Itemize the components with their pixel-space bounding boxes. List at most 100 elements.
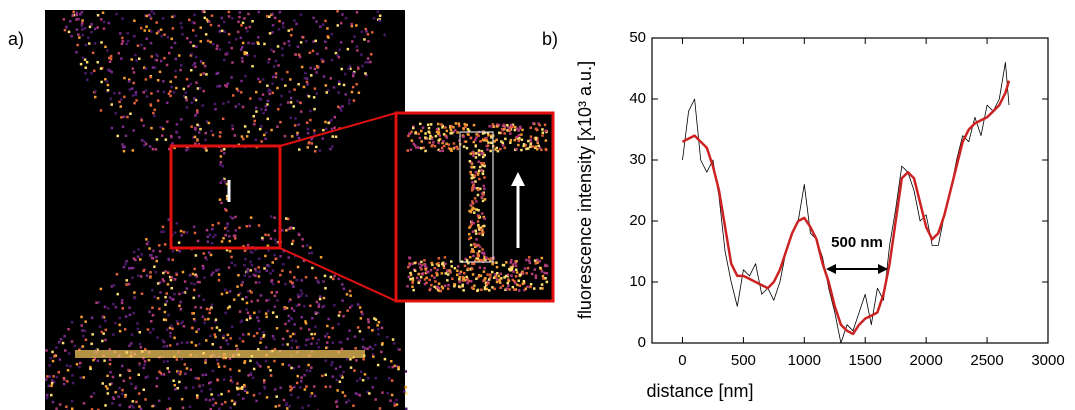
speckle bbox=[225, 85, 228, 88]
speckle bbox=[329, 77, 332, 80]
speckle bbox=[339, 365, 342, 368]
speckle bbox=[480, 288, 483, 291]
speckle bbox=[180, 234, 183, 237]
speckle bbox=[192, 44, 195, 48]
speckle bbox=[112, 302, 115, 306]
speckle bbox=[156, 336, 159, 339]
speckle bbox=[178, 304, 181, 308]
speckle bbox=[331, 326, 334, 330]
speckle bbox=[249, 260, 252, 264]
speckle bbox=[132, 311, 135, 315]
speckle bbox=[325, 127, 328, 131]
speckle bbox=[219, 163, 222, 166]
speckle bbox=[273, 348, 277, 351]
speckle bbox=[270, 128, 273, 132]
speckle bbox=[305, 294, 308, 297]
speckle bbox=[383, 357, 387, 361]
speckle bbox=[363, 347, 367, 350]
speckle bbox=[468, 226, 471, 229]
speckle bbox=[116, 292, 119, 296]
speckle bbox=[254, 138, 258, 142]
speckle bbox=[259, 365, 262, 368]
speckle bbox=[540, 256, 544, 260]
speckle bbox=[406, 149, 409, 152]
speckle bbox=[408, 264, 411, 267]
speckle bbox=[538, 260, 541, 263]
speckle bbox=[64, 349, 67, 352]
speckle bbox=[242, 333, 245, 336]
speckle bbox=[221, 164, 224, 168]
speckle bbox=[245, 301, 249, 305]
speckle bbox=[189, 41, 192, 44]
speckle bbox=[223, 147, 226, 151]
speckle bbox=[124, 328, 127, 331]
speckle bbox=[444, 272, 447, 275]
speckle bbox=[198, 131, 201, 134]
speckle bbox=[215, 269, 218, 272]
speckle bbox=[179, 229, 183, 233]
panel-label: b) bbox=[542, 29, 558, 49]
speckle bbox=[193, 135, 197, 139]
speckle bbox=[289, 270, 292, 274]
speckle bbox=[363, 38, 366, 41]
speckle bbox=[289, 116, 293, 119]
speckle bbox=[355, 11, 359, 14]
speckle bbox=[452, 126, 455, 129]
speckle bbox=[356, 303, 360, 306]
speckle bbox=[226, 342, 230, 346]
speckle bbox=[371, 353, 375, 356]
speckle bbox=[265, 299, 268, 302]
speckle bbox=[463, 279, 467, 282]
speckle bbox=[194, 126, 197, 130]
speckle bbox=[247, 41, 250, 45]
speckle bbox=[309, 118, 312, 122]
speckle bbox=[376, 10, 379, 13]
speckle bbox=[286, 343, 289, 346]
speckle bbox=[195, 275, 199, 278]
speckle bbox=[105, 80, 109, 83]
speckle bbox=[202, 298, 205, 301]
speckle bbox=[349, 358, 352, 361]
speckle bbox=[125, 279, 128, 282]
speckle bbox=[324, 359, 327, 362]
speckle bbox=[544, 147, 547, 151]
speckle bbox=[407, 275, 411, 279]
speckle bbox=[441, 287, 445, 290]
speckle bbox=[319, 256, 323, 259]
speckle bbox=[397, 347, 400, 351]
speckle bbox=[544, 277, 547, 280]
speckle bbox=[474, 180, 477, 183]
speckle bbox=[337, 322, 340, 326]
speckle bbox=[131, 266, 135, 270]
speckle bbox=[52, 375, 55, 378]
profile-box bbox=[459, 131, 494, 263]
speckle bbox=[378, 407, 382, 410]
speckle bbox=[428, 141, 431, 144]
speckle bbox=[172, 91, 176, 94]
speckle bbox=[471, 273, 475, 276]
speckle bbox=[119, 32, 122, 35]
speckle bbox=[201, 62, 205, 65]
speckle bbox=[483, 286, 487, 289]
speckle bbox=[524, 144, 527, 147]
speckle bbox=[264, 104, 268, 108]
speckle bbox=[225, 194, 229, 198]
speckle bbox=[274, 257, 277, 261]
speckle bbox=[204, 256, 207, 259]
speckle bbox=[190, 101, 194, 104]
speckle bbox=[488, 125, 491, 128]
speckle bbox=[193, 319, 197, 323]
speckle bbox=[234, 229, 238, 232]
speckle bbox=[281, 229, 284, 232]
speckle bbox=[238, 15, 241, 19]
speckle bbox=[218, 84, 221, 88]
speckle bbox=[192, 63, 195, 67]
speckle bbox=[145, 274, 149, 277]
speckle bbox=[481, 132, 485, 135]
speckle bbox=[75, 28, 79, 31]
speckle bbox=[149, 17, 153, 20]
speckle bbox=[137, 274, 140, 277]
speckle bbox=[469, 136, 472, 140]
speckle bbox=[324, 385, 327, 388]
speckle bbox=[541, 287, 544, 290]
